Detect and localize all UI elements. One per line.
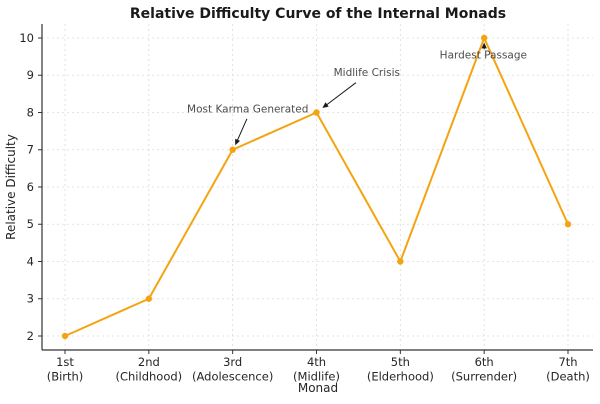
data-point-7th <box>564 221 572 228</box>
x-tick-label-phase: (Adolescence) <box>192 370 273 384</box>
annotation-arrow-line <box>235 118 248 143</box>
x-tick-label-ordinal: 5th <box>391 355 410 369</box>
data-point-1st <box>61 332 69 340</box>
annotation-arrowhead <box>481 42 487 49</box>
y-tick-label: 7 <box>27 143 34 157</box>
annotation-label: Hardest Passage <box>440 49 527 61</box>
data-point-3rd <box>229 146 236 153</box>
x-tick-label-phase: (Death) <box>546 370 590 384</box>
x-tick-label-ordinal: 7th <box>558 355 577 369</box>
annotation-arrowhead <box>322 102 329 108</box>
y-tick-label: 6 <box>27 180 34 194</box>
x-tick-label-phase: (Birth) <box>47 370 84 384</box>
data-point-5th <box>397 258 404 265</box>
x-axis-label: Monad <box>298 381 338 395</box>
x-tick-label-phase: (Midlife) <box>293 370 340 384</box>
annotations-layer: Most Karma Generated Midlife Crisis Hardes… <box>187 42 527 146</box>
data-point-6th <box>480 34 488 42</box>
annotation-label: Midlife Crisis <box>334 67 400 79</box>
data-point-2nd <box>145 295 153 302</box>
y-tick-label: 8 <box>27 105 34 119</box>
x-tick-label-ordinal: 6th <box>475 355 494 369</box>
y-axis-label: Relative Difficulty <box>4 134 18 240</box>
y-tick-label: 4 <box>27 254 34 268</box>
x-tick-label-ordinal: 4th <box>307 355 326 369</box>
y-tick-label: 9 <box>27 68 34 82</box>
tick-labels-layer: 2 3 4 5 6 7 8 9 10 1st(Birth) 2nd(Childhood) 3rd(Ad… <box>19 31 590 384</box>
axes-layer: 2 3 4 5 6 7 8 9 10 1st(Birth) 2nd(Childhood) 3rd(Ad… <box>19 24 593 384</box>
y-tick-label: 2 <box>27 329 34 343</box>
x-tick-label-ordinal: 1st <box>56 355 74 369</box>
ticks-layer <box>38 37 569 354</box>
x-tick-label-phase: (Elderhood) <box>367 370 434 384</box>
y-tick-label: 10 <box>19 31 34 45</box>
x-tick-label-phase: (Childhood) <box>116 370 183 384</box>
x-tick-label-ordinal: 3rd <box>223 355 242 369</box>
annotation-arrowhead <box>235 138 240 146</box>
data-point-4th <box>313 109 320 116</box>
x-tick-label-ordinal: 2nd <box>138 355 160 369</box>
y-tick-label: 5 <box>27 217 34 231</box>
data-series-layer <box>61 34 572 340</box>
x-tick-label-phase: (Surrender) <box>451 370 517 384</box>
y-tick-label: 3 <box>27 292 34 306</box>
chart-title: Relative Difficulty Curve of the Interna… <box>130 6 506 22</box>
annotation-arrow-line <box>324 82 357 107</box>
annotation-label: Most Karma Generated <box>187 103 308 115</box>
